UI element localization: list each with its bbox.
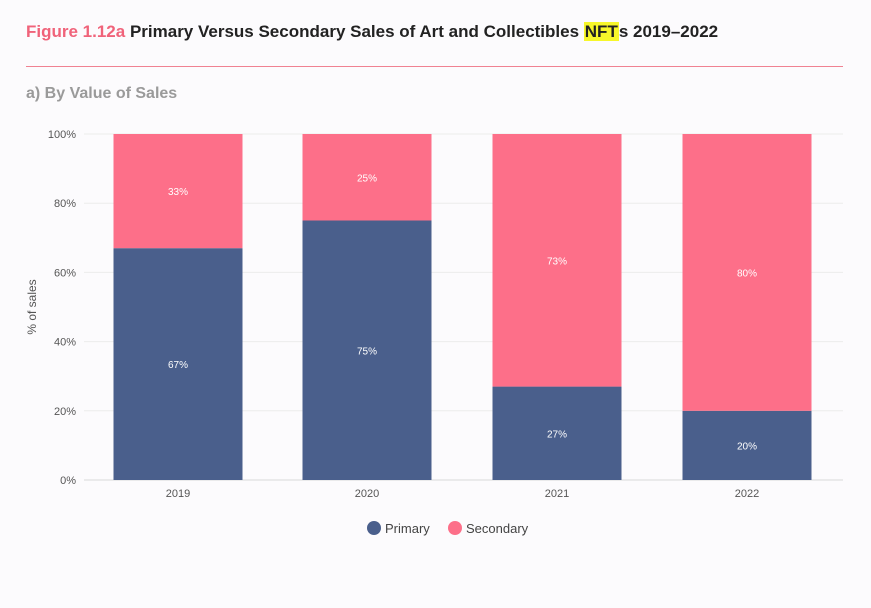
bar-secondary-2021	[492, 134, 622, 387]
bar-primary-2022	[682, 410, 812, 480]
x-tick-label-2021: 2021	[545, 488, 569, 500]
bar-secondary-2019	[113, 134, 243, 249]
figure-number: Figure 1.12a	[26, 22, 126, 41]
bar-label-secondary-2021: 73%	[547, 256, 567, 267]
y-tick-label-40: 40%	[54, 337, 76, 349]
x-tick-label-2019: 2019	[166, 488, 190, 500]
figure-title-highlight: NFT	[583, 22, 619, 41]
y-axis-title: % of sales	[25, 279, 39, 334]
y-tick-label-100: 100%	[48, 129, 76, 141]
x-tick-label-2020: 2020	[355, 488, 379, 500]
y-tick-label-20: 20%	[54, 406, 76, 418]
legend-label-secondary: Secondary	[466, 521, 529, 536]
legend-marker-secondary	[448, 521, 462, 535]
chart-subtitle: a) By Value of Sales	[26, 85, 178, 102]
figure-title-suffix: s 2019–2022	[618, 22, 719, 41]
bar-label-primary-2022: 20%	[737, 441, 757, 452]
bar-label-primary-2020: 75%	[357, 346, 377, 357]
bar-primary-2019	[113, 248, 243, 480]
bar-label-secondary-2022: 80%	[737, 268, 757, 279]
bar-label-secondary-2019: 33%	[168, 187, 188, 198]
header-divider	[26, 66, 843, 67]
bar-primary-2021	[492, 386, 622, 480]
figure-title-text: Primary Versus Secondary Sales of Art an…	[125, 22, 584, 41]
y-tick-label-80: 80%	[54, 198, 76, 210]
bar-secondary-2020	[302, 134, 432, 221]
bar-primary-2020	[302, 220, 432, 480]
y-tick-label-0: 0%	[60, 475, 76, 487]
figure-title: Figure 1.12a Primary Versus Secondary Sa…	[26, 22, 846, 42]
legend-label-primary: Primary	[385, 521, 430, 536]
bar-secondary-2022	[682, 134, 812, 411]
bar-label-secondary-2020: 25%	[357, 173, 377, 184]
bar-label-primary-2019: 67%	[168, 360, 188, 371]
legend-marker-primary	[367, 521, 381, 535]
x-tick-label-2022: 2022	[735, 488, 759, 500]
bar-label-primary-2021: 27%	[547, 429, 567, 440]
y-tick-label-60: 60%	[54, 267, 76, 279]
